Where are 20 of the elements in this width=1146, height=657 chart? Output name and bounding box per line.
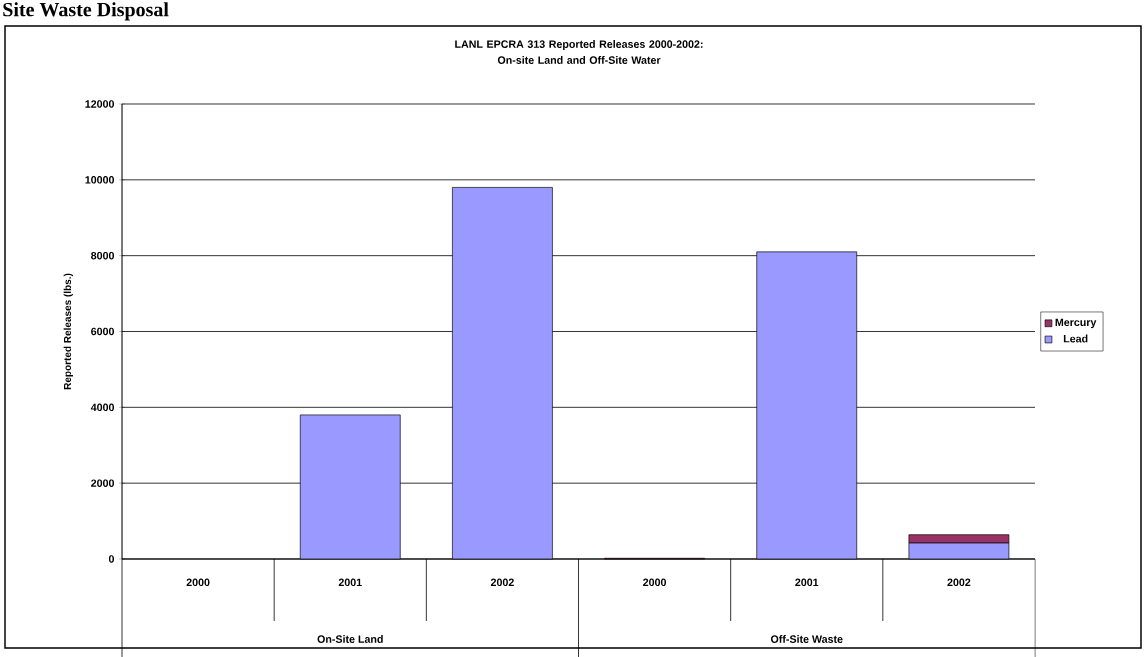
y-tick-label: 0 <box>108 555 115 563</box>
y-tick-label: 12000 <box>85 100 115 108</box>
x-tick-label: 2001 <box>338 578 362 586</box>
x-tick-label: 2002 <box>490 578 514 586</box>
x-tick-label: 2000 <box>643 578 667 586</box>
x-tick-label: 2001 <box>795 578 819 586</box>
x-tick-label: 2002 <box>947 578 971 586</box>
chart-title: LANL EPCRA 313 Reported Releases 2000-2002: On-site Land and Off-Site Water <box>455 39 703 64</box>
y-tick-label: 10000 <box>85 175 115 184</box>
text: On-Site Land <box>317 634 383 643</box>
y-tick-label: 4000 <box>90 403 115 411</box>
legend-label: Mercury <box>1055 318 1097 328</box>
y-tick-label: 8000 <box>91 251 115 260</box>
text: Off-Site Waste <box>770 634 843 643</box>
y-tick-label: 6000 <box>91 327 115 336</box>
text: Site Waste Disposal <box>3 2 169 21</box>
y-axis-title: Reported Releases (lbs.) <box>63 273 73 389</box>
legend-label: Lead <box>1063 334 1088 343</box>
y-tick-label: 2000 <box>91 479 115 487</box>
x-tick-label: 2000 <box>186 578 210 586</box>
